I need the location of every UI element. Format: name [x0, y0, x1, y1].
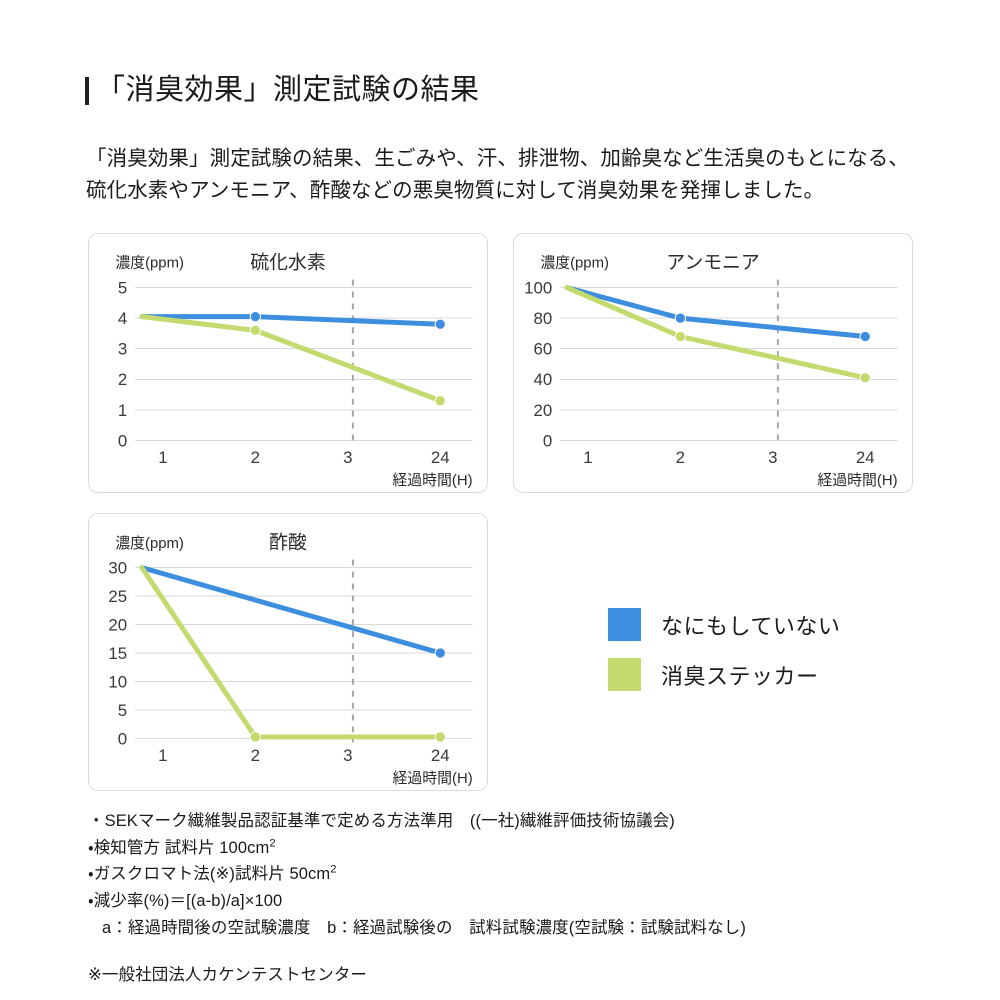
footnote-line-2-text: ・検知管方 試料片 100cm: [88, 838, 270, 857]
svg-text:5: 5: [118, 279, 127, 298]
chart-legend: なにもしていない 消臭ステッカー: [608, 608, 840, 691]
svg-text:10: 10: [108, 672, 127, 691]
chart-card-hydrogen-sulfide: 濃度(ppm) 硫化水素 0 1 2 3 4 5 1 2 3 24 経過時間(H): [88, 233, 488, 493]
svg-text:1: 1: [583, 448, 592, 467]
page-title: 「消臭効果」測定試験の結果: [96, 74, 480, 106]
svg-text:1: 1: [118, 401, 127, 420]
svg-text:40: 40: [533, 370, 552, 389]
svg-text:24: 24: [856, 448, 875, 467]
footnote-line-2: ・検知管方 試料片 100cm2: [88, 835, 746, 862]
chart-card-ammonia: 濃度(ppm) アンモニア 0 20 40 60 80 100 1 2 3 24 経過時間(H): [513, 233, 913, 493]
footnote-line-3: ・ガスクロマト法(※)試料片 50cm2: [88, 861, 746, 888]
intro-paragraph: 「消臭効果」測定試験の結果、生ごみや、汗、排泄物、加齢臭など生活臭のもとになる、…: [86, 143, 966, 207]
svg-text:3: 3: [343, 448, 352, 467]
svg-text:2: 2: [251, 448, 260, 467]
footnote-line-3-sup: 2: [330, 863, 337, 876]
footnote-line-4: ・減少率(%)＝[(a-b)/a]×100: [88, 892, 283, 911]
svg-text:2: 2: [118, 370, 127, 389]
legend-label-none: なにもしていない: [661, 613, 841, 639]
svg-text:濃度(ppm): 濃度(ppm): [115, 255, 184, 272]
svg-text:3: 3: [343, 746, 352, 765]
svg-text:24: 24: [431, 448, 450, 467]
svg-text:5: 5: [118, 701, 127, 720]
svg-text:濃度(ppm): 濃度(ppm): [115, 535, 184, 552]
footnotes: ・SEKマーク繊維製品認証基準で定める方法準用 ((一社)繊維評価技術協議会) …: [88, 808, 746, 988]
footnote-line-5: a：経過時間後の空試験濃度 b：経過試験後の 試料試験濃度(空試験：試験試料なし…: [102, 918, 746, 937]
svg-text:80: 80: [533, 309, 552, 328]
svg-text:3: 3: [118, 340, 127, 359]
chart-hydrogen-sulfide: 濃度(ppm) 硫化水素 0 1 2 3 4 5 1 2 3 24 経過時間(H): [115, 252, 472, 489]
legend-item-none: なにもしていない: [608, 608, 840, 641]
svg-text:経過時間(H): 経過時間(H): [817, 472, 897, 489]
footnote-line-3-text: ・ガスクロマト法(※)試料片 50cm: [88, 865, 331, 884]
footnote-line-2-sup: 2: [269, 837, 276, 850]
intro-line-1: 「消臭効果」測定試験の結果、生ごみや、汗、排泄物、加齢臭など生活臭のもとになる、: [86, 147, 909, 170]
legend-label-sticker: 消臭ステッカー: [661, 663, 819, 689]
legend-swatch-green-icon: [608, 658, 641, 691]
svg-text:25: 25: [108, 587, 127, 606]
svg-text:2: 2: [676, 448, 685, 467]
svg-text:経過時間(H): 経過時間(H): [393, 770, 473, 787]
svg-text:100: 100: [524, 279, 552, 298]
page-heading: 「消臭効果」測定試験の結果: [85, 76, 480, 105]
svg-text:1: 1: [158, 448, 167, 467]
svg-text:2: 2: [251, 746, 260, 765]
chart-acetic-acid: 濃度(ppm) 酢酸 0 5 10 15 20 25 30 1 2 3 24 経過時間(H): [108, 532, 473, 787]
svg-text:24: 24: [431, 746, 450, 765]
svg-text:20: 20: [533, 401, 552, 420]
heading-accent-bar: [85, 76, 89, 105]
svg-text:経過時間(H): 経過時間(H): [392, 472, 472, 489]
svg-text:20: 20: [108, 615, 127, 634]
svg-text:0: 0: [543, 431, 552, 450]
footnote-line-6: ※一般社団法人カケンテストセンター: [88, 965, 368, 984]
svg-text:15: 15: [108, 644, 127, 663]
legend-item-sticker: 消臭ステッカー: [608, 658, 840, 691]
footnote-line-1: ・SEKマーク繊維製品認証基準で定める方法準用 ((一社)繊維評価技術協議会): [88, 812, 675, 830]
svg-text:硫化水素: 硫化水素: [250, 252, 325, 273]
svg-text:1: 1: [158, 746, 167, 765]
svg-text:アンモニア: アンモニア: [666, 252, 759, 273]
svg-text:60: 60: [533, 340, 552, 359]
chart-card-acetic-acid: 濃度(ppm) 酢酸 0 5 10 15 20 25 30 1 2 3 24 経過時間(H): [88, 513, 488, 791]
svg-text:30: 30: [108, 559, 127, 578]
svg-text:酢酸: 酢酸: [269, 532, 307, 553]
svg-text:0: 0: [118, 729, 127, 748]
intro-line-2: 硫化水素やアンモニア、酢酸などの悪臭物質に対して消臭効果を発揮しました。: [86, 178, 825, 202]
legend-swatch-blue-icon: [608, 608, 641, 641]
svg-text:3: 3: [768, 448, 777, 467]
svg-text:0: 0: [118, 431, 127, 450]
svg-text:4: 4: [118, 309, 127, 328]
svg-text:濃度(ppm): 濃度(ppm): [540, 255, 609, 272]
chart-ammonia: 濃度(ppm) アンモニア 0 20 40 60 80 100 1 2 3 24 経過時間(H): [524, 252, 898, 489]
